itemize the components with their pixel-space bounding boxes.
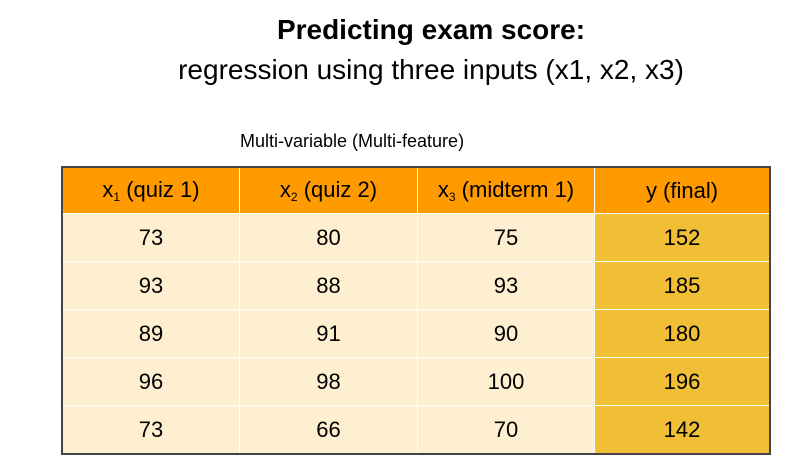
cell-y: 152: [594, 213, 771, 262]
table-row: 73 66 70 142: [61, 405, 771, 455]
table-row: 73 80 75 152: [61, 213, 771, 262]
cell-x3: 70: [417, 405, 595, 455]
cell-y: 180: [594, 309, 771, 358]
table-row: 93 88 93 185: [61, 261, 771, 310]
table-row: 89 91 90 180: [61, 309, 771, 358]
cell-x2: 98: [239, 357, 418, 406]
cell-x3: 90: [417, 309, 595, 358]
table-header-row: x1 (quiz 1) x2 (quiz 2) x3 (midterm 1) y…: [61, 166, 771, 214]
cell-x2: 80: [239, 213, 418, 262]
cell-y: 142: [594, 405, 771, 455]
cell-x2: 88: [239, 261, 418, 310]
header-y: y (final): [594, 166, 771, 214]
cell-x2: 66: [239, 405, 418, 455]
cell-x3: 100: [417, 357, 595, 406]
slide-subtitle: regression using three inputs (x1, x2, x…: [178, 54, 684, 85]
table-caption: Multi-variable (Multi-feature): [240, 131, 465, 151]
cell-x2: 91: [239, 309, 418, 358]
cell-x3: 75: [417, 213, 595, 262]
cell-x1: 89: [61, 309, 240, 358]
cell-y: 196: [594, 357, 771, 406]
cell-x1: 73: [61, 213, 240, 262]
header-x1: x1 (quiz 1): [61, 166, 240, 214]
slide-title: Predicting exam score:: [276, 14, 586, 45]
cell-x1: 93: [61, 261, 240, 310]
header-x2: x2 (quiz 2): [239, 166, 418, 214]
cell-y: 185: [594, 261, 771, 310]
cell-x1: 96: [61, 357, 240, 406]
cell-x3: 93: [417, 261, 595, 310]
exam-score-table: x1 (quiz 1) x2 (quiz 2) x3 (midterm 1) y…: [61, 166, 771, 455]
header-x3: x3 (midterm 1): [417, 166, 595, 214]
table-row: 96 98 100 196: [61, 357, 771, 406]
cell-x1: 73: [61, 405, 240, 455]
